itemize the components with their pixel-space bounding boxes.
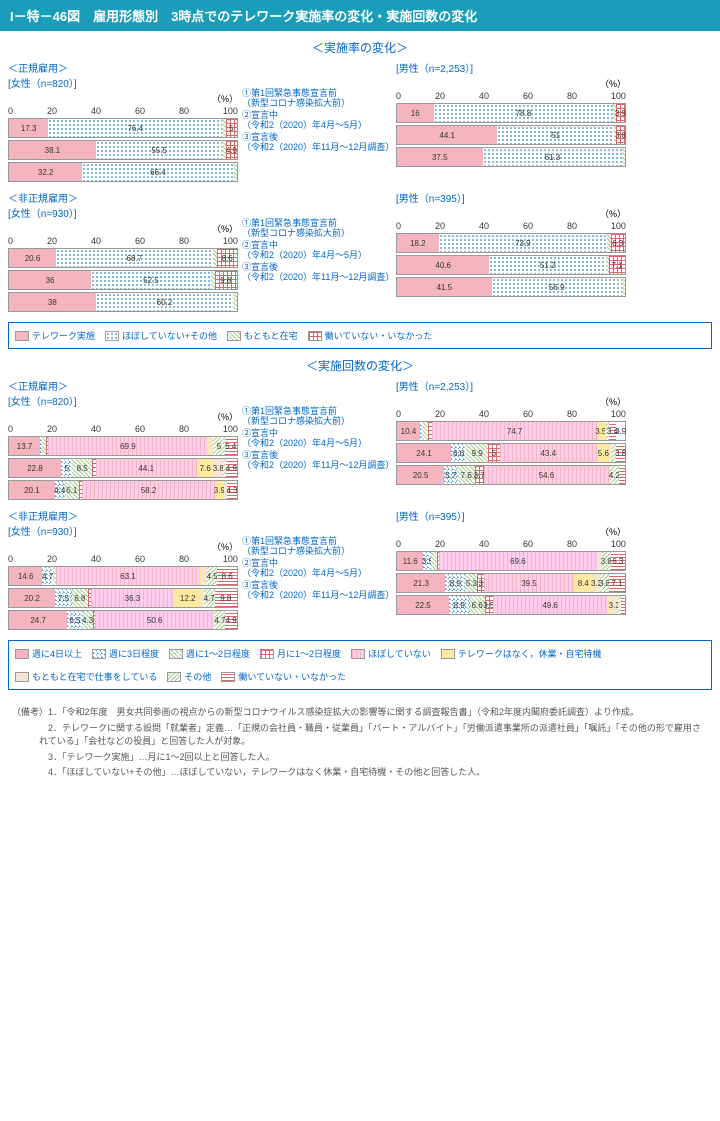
bar-row: 18.273.96.3: [396, 233, 626, 253]
page-title: I－特－46図 雇用形態別 3時点でのテレワーク実施率の変化・実施回数の変化: [0, 0, 720, 31]
bar-row: 20.14.46.158.23.94.3: [8, 480, 238, 500]
bar-row: 3652.59.8: [8, 270, 238, 290]
bar-row: 20.668.78.6: [8, 248, 238, 268]
bar-row: 37.561.3: [396, 147, 626, 167]
notes: （備考）1．「令和2年度 男女共同参画の視点からの新型コロナウイルス感染症拡大の…: [0, 698, 720, 790]
bar-row: 22.58.96.63.549.63.3: [396, 595, 626, 615]
bar-row: 44.1513.8: [396, 125, 626, 145]
bar-row: 3860.2: [8, 292, 238, 312]
bar-row: 38.155.54.9: [8, 140, 238, 160]
legend-rate: テレワーク実施ほぼしていない+その他もともと在宅働いていない・いなかった: [8, 322, 712, 349]
bar-row: 24.16.69.9543.45.63.8: [396, 443, 626, 463]
bar-row: 41.556.9: [396, 277, 626, 297]
bar-row: 32.266.4: [8, 162, 238, 182]
bar-row: 20.55.77.63.754.64.2: [396, 465, 626, 485]
bar-row: 14.64.763.14.58.6: [8, 566, 238, 586]
bar-row: 21.38.95.3339.58.43.33.87.1: [396, 573, 626, 593]
section1-title: ＜実施率の変化＞: [0, 39, 720, 56]
bar-row: 10.474.73.53.43.9: [396, 421, 626, 441]
legend-count: 週に4日以上週に3日程度週に1～2日程度月に1～2日程度ほぼしていないテレワーク…: [8, 640, 712, 690]
bar-row: 20.27.56.836.312.24.79.8: [8, 588, 238, 608]
bar-row: 17.376.45: [8, 118, 238, 138]
bar-row: 13.769.955.4: [8, 436, 238, 456]
bar-row: 11.63.569.63.86.3: [396, 551, 626, 571]
bar-row: 1678.83.9: [396, 103, 626, 123]
bar-row: 40.651.27.1: [396, 255, 626, 275]
section2-title: ＜実施回数の変化＞: [0, 357, 720, 374]
bar-row: 22.858.544.17.63.84.9: [8, 458, 238, 478]
bar-row: 24.76.54.350.64.74.9: [8, 610, 238, 630]
